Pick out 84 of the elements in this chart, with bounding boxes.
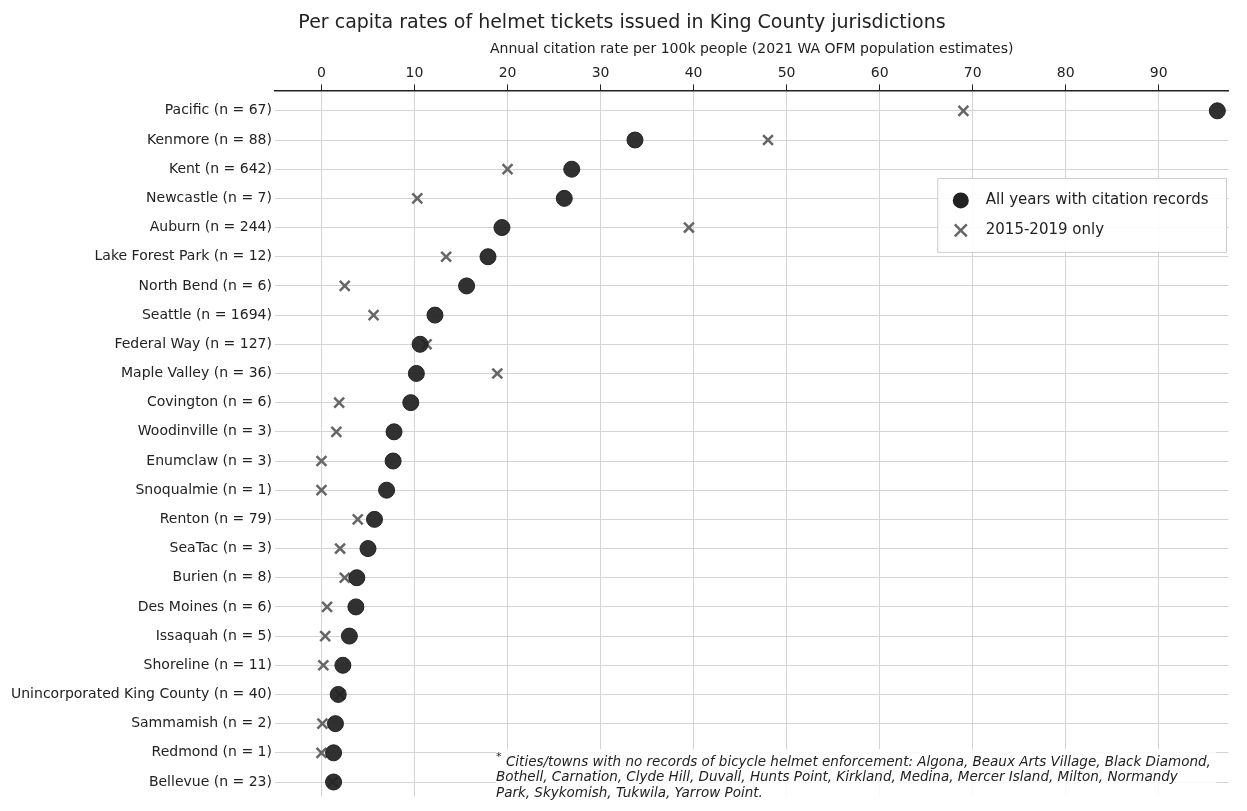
x-tick-label: 10 <box>405 63 424 80</box>
y-tick-label: Sammamish (n = 2) <box>131 714 272 731</box>
x-tick-label: 80 <box>1056 63 1075 80</box>
point <box>366 510 383 528</box>
y-tick-label: Bellevue (n = 23) <box>148 772 272 789</box>
point <box>334 656 352 674</box>
point <box>378 481 396 499</box>
point <box>317 659 330 672</box>
point <box>426 306 444 324</box>
point <box>351 513 364 526</box>
point <box>385 423 403 441</box>
y-tick-label: Shoreline (n = 11) <box>143 655 272 672</box>
x-tick-label: 30 <box>591 63 610 80</box>
point <box>338 571 351 584</box>
point <box>957 104 970 118</box>
point <box>411 192 424 205</box>
point <box>1208 102 1226 120</box>
point <box>315 483 328 497</box>
y-tick-label: Unincorporated King County (n = 40) <box>10 685 272 702</box>
chart-title: Per capita rates of helmet tickets issued in King County jurisdictions <box>298 10 946 33</box>
point <box>501 162 514 176</box>
point <box>338 279 351 293</box>
point <box>325 773 343 791</box>
y-tick-label: Kenmore (n = 88) <box>147 130 272 147</box>
x-tick-label: 50 <box>777 63 796 80</box>
point <box>316 717 329 730</box>
point <box>325 744 343 762</box>
point <box>333 542 347 555</box>
point <box>319 629 332 643</box>
legend-label: 2015-2019 only <box>985 220 1105 239</box>
point <box>384 452 402 470</box>
x-tick-label: 90 <box>1149 63 1168 80</box>
point <box>626 131 644 149</box>
y-tick-label: Federal Way (n = 127) <box>114 334 272 351</box>
annotation: $^{*}$ Cities/towns with no records of bicycle helmet enforcement: Algona, Beaux Arts Village, Black Diamond, Bothell, Carnation, Clyde Hill, Duvall, Hunts Point, Kirkland, Medina, Mercer Island, Milton, Normandy Park, Skykomish, Tukwila, Yarrow Point. <box>496 748 1216 800</box>
point <box>340 627 358 645</box>
point <box>407 364 425 382</box>
point <box>555 189 573 207</box>
y-tick-label: North Bend (n = 6) <box>138 276 272 293</box>
y-tick-label: Des Moines (n = 6) <box>137 597 272 614</box>
point <box>761 133 775 147</box>
y-tick-label: Burien (n = 8) <box>172 568 272 585</box>
x-tick-label: 0 <box>317 63 326 80</box>
point <box>493 219 511 237</box>
y-tick-label: Redmond (n = 1) <box>151 743 272 760</box>
y-tick-label: Kent (n = 642) <box>168 159 272 176</box>
y-tick-label: Seattle (n = 1694) <box>141 305 272 322</box>
y-tick-label: Lake Forest Park (n = 12) <box>94 247 272 264</box>
point <box>320 600 334 614</box>
x-axis-title: Annual citation rate per 100k people (2021 WA OFM population estimates) <box>490 39 1014 56</box>
point <box>491 367 504 380</box>
x-tick-label: 40 <box>684 63 703 80</box>
y-tick-label: Enumclaw (n = 3) <box>146 451 272 468</box>
point <box>367 308 380 322</box>
point <box>315 454 328 468</box>
y-tick-label: Covington (n = 6) <box>146 393 272 410</box>
point <box>348 569 366 587</box>
y-tick-label: SeaTac (n = 3) <box>169 539 272 556</box>
y-tick-label: Woodinville (n = 3) <box>137 422 272 439</box>
y-tick-label: Renton (n = 79) <box>159 510 272 527</box>
y-tick-label: Issaquah (n = 5) <box>155 626 272 643</box>
point <box>563 160 581 178</box>
x-tick-label: 20 <box>498 63 517 80</box>
legend-label: All years with citation records <box>985 190 1209 209</box>
x-tick-label: 60 <box>870 63 889 80</box>
x-tick-label: 70 <box>963 63 982 80</box>
point <box>315 746 328 760</box>
point <box>330 425 343 439</box>
y-tick-label: Pacific (n = 67) <box>164 101 272 118</box>
point <box>458 277 476 295</box>
y-tick-label: Snoqualmie (n = 1) <box>135 480 272 497</box>
y-tick-label: Newcastle (n = 7) <box>146 189 272 206</box>
y-tick-label: Auburn (n = 244) <box>149 218 272 235</box>
point <box>682 221 696 234</box>
point <box>411 335 429 353</box>
point <box>359 540 377 558</box>
point <box>332 396 346 409</box>
point <box>329 685 347 703</box>
point <box>439 250 453 263</box>
point <box>479 248 497 266</box>
point <box>347 598 365 616</box>
y-tick-label: Maple Valley (n = 36) <box>121 364 272 381</box>
point <box>402 394 420 412</box>
point <box>326 715 344 733</box>
